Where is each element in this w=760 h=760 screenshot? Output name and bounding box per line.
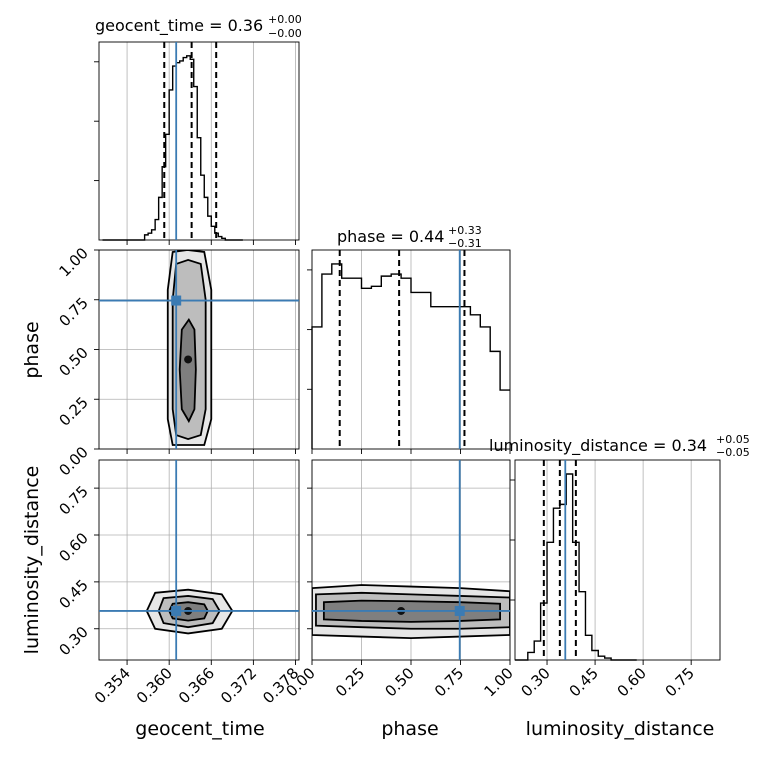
x-axis-label-luminosity-distance: luminosity_distance bbox=[526, 718, 715, 740]
tick-label-y: 0.45 bbox=[55, 576, 91, 612]
panel-frame bbox=[311, 459, 511, 661]
title-luminosity-distance: luminosity_distance = 0.34 +0.05 −0.05 bbox=[489, 433, 750, 459]
x-axis-label-geocent-time: geocent_time bbox=[135, 718, 264, 740]
x-axis-label-phase: phase bbox=[381, 718, 438, 740]
tick-label-y: 0.50 bbox=[55, 344, 91, 380]
hist-step-luminosity_distance bbox=[515, 473, 637, 661]
tick-label-x: 0.75 bbox=[431, 664, 467, 700]
title-luminosity-distance-plus: +0.05 bbox=[716, 433, 750, 446]
panel-frame bbox=[514, 459, 721, 661]
title-geocent-time-label: geocent_time = 0.36 bbox=[95, 16, 263, 36]
title-geocent-time-plus: +0.00 bbox=[268, 13, 302, 26]
panel-frame bbox=[98, 459, 300, 661]
panel-frame bbox=[98, 41, 300, 241]
panel-frame bbox=[98, 249, 300, 450]
tick-label-x: 0.50 bbox=[381, 664, 417, 700]
contour-line bbox=[145, 588, 234, 635]
truth-marker bbox=[454, 605, 465, 616]
tick-label-x: 0.354 bbox=[91, 664, 134, 707]
truth-marker bbox=[171, 605, 182, 616]
contour-line bbox=[166, 250, 213, 446]
contour-line bbox=[312, 584, 510, 640]
hist-phase bbox=[311, 250, 510, 449]
title-luminosity-distance-label: luminosity_distance = 0.34 bbox=[489, 436, 707, 456]
title-luminosity-distance-minus: −0.05 bbox=[716, 446, 750, 459]
contour-line bbox=[315, 591, 510, 630]
tick-label-y: 0.00 bbox=[55, 443, 91, 479]
hist-luminosity_distance bbox=[515, 460, 637, 661]
density-phase_vs_geocent_time bbox=[99, 250, 299, 449]
tick-label-y: 0.60 bbox=[55, 529, 91, 565]
density-luminosity_distance_vs_phase bbox=[312, 460, 510, 660]
tick-label-x: 0.366 bbox=[175, 664, 218, 707]
contour-line bbox=[171, 259, 207, 440]
tick-label-y: 0.75 bbox=[55, 482, 91, 518]
truth-marker bbox=[171, 295, 182, 306]
tick-label-x: 0.45 bbox=[566, 664, 602, 700]
density-luminosity_distance_vs_geocent_time bbox=[99, 460, 299, 660]
hist-step-geocent_time bbox=[102, 55, 243, 241]
title-phase-label: phase = 0.44 bbox=[337, 227, 444, 246]
tick-label-x: 0.30 bbox=[518, 664, 554, 700]
tick-label-x: 0.60 bbox=[614, 664, 650, 700]
panel-1-1-axes bbox=[307, 249, 511, 454]
y-axis-label-luminosity-distance: luminosity_distance bbox=[21, 466, 43, 655]
panels: 0.30 0.45 0.60 0.750.000.250.500.751.000.35… bbox=[55, 41, 721, 707]
tick-label-y: 1.00 bbox=[55, 244, 91, 280]
contour-line bbox=[322, 599, 502, 623]
hist-geocent_time bbox=[102, 42, 243, 241]
title-phase-minus: −0.31 bbox=[448, 237, 482, 250]
tick-label-x: 0.75 bbox=[662, 664, 698, 700]
contour-line bbox=[157, 595, 221, 629]
contour-line bbox=[168, 601, 209, 622]
tick-label-y: 0.25 bbox=[55, 393, 91, 429]
tick-label-x: 1.00 bbox=[480, 664, 516, 700]
panel-0-0-axes bbox=[94, 41, 300, 245]
tick-label-x: 0.25 bbox=[332, 664, 368, 700]
density-fill bbox=[179, 319, 196, 422]
tick-label-x: 0.372 bbox=[217, 664, 260, 707]
tick-label-x: 0.360 bbox=[133, 664, 176, 707]
panel-2-2-axes: 0.30 0.45 0.60 0.75 bbox=[510, 459, 721, 700]
title-geocent-time: geocent_time = 0.36 +0.00 −0.00 bbox=[95, 13, 302, 40]
panel-1-2-axes: 0.00 0.25 0.50 0.75 1.00 bbox=[282, 459, 517, 700]
tick-label-y: 0.30 bbox=[55, 623, 91, 659]
tick-label-y: 0.75 bbox=[55, 294, 91, 330]
panel-0-2-axes: 0.354 0.360 0.366 0.372 0.3780.300.450.600.7… bbox=[55, 459, 302, 707]
y-axis-label-phase: phase bbox=[21, 321, 43, 378]
title-phase: phase = 0.44 +0.33 −0.31 bbox=[337, 224, 482, 250]
title-geocent-time-minus: −0.00 bbox=[268, 27, 302, 40]
contour-line bbox=[178, 317, 197, 424]
density-peak bbox=[184, 355, 193, 364]
title-phase-plus: +0.33 bbox=[448, 224, 482, 237]
